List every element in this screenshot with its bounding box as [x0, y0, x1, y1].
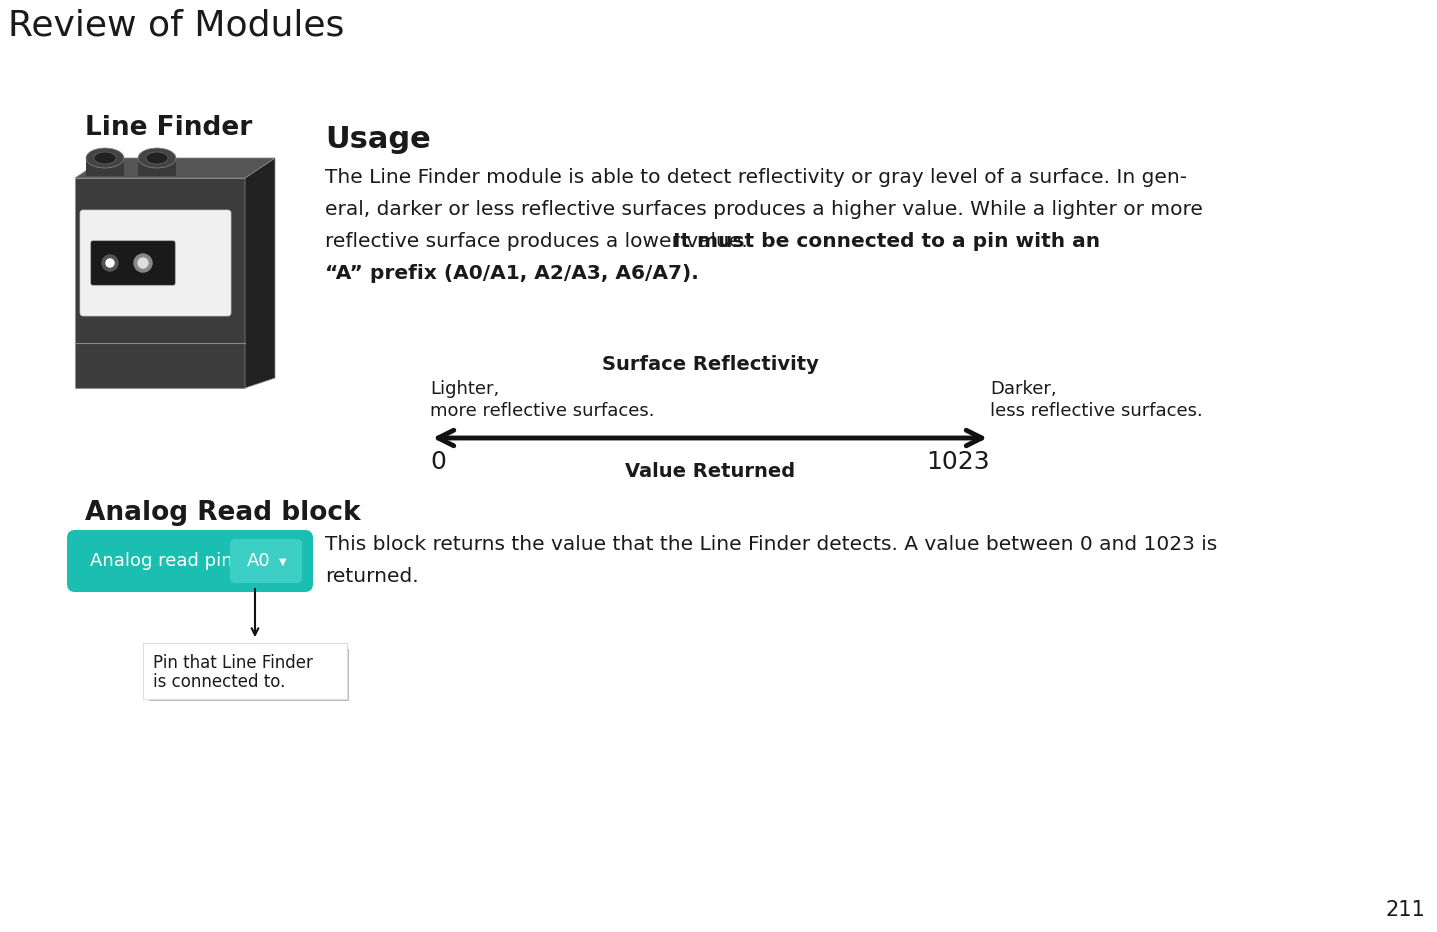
Text: more reflective surfaces.: more reflective surfaces.	[430, 402, 654, 420]
Ellipse shape	[93, 152, 116, 164]
FancyBboxPatch shape	[144, 643, 346, 699]
FancyBboxPatch shape	[138, 158, 175, 176]
Text: less reflective surfaces.: less reflective surfaces.	[990, 402, 1203, 420]
FancyBboxPatch shape	[91, 241, 175, 285]
Text: A0: A0	[247, 552, 270, 570]
Polygon shape	[75, 158, 274, 178]
Text: reflective surface produces a lower value.: reflective surface produces a lower valu…	[325, 232, 754, 251]
Text: Value Returned: Value Returned	[625, 462, 795, 481]
FancyBboxPatch shape	[68, 530, 313, 592]
Text: ▼: ▼	[279, 557, 286, 567]
Text: Surface Reflectivity: Surface Reflectivity	[602, 355, 819, 374]
Text: Analog Read block: Analog Read block	[85, 500, 361, 526]
Text: eral, darker or less reflective surfaces produces a higher value. While a lighte: eral, darker or less reflective surfaces…	[325, 200, 1203, 219]
Ellipse shape	[86, 148, 124, 168]
Circle shape	[134, 254, 152, 272]
Text: Review of Modules: Review of Modules	[9, 8, 345, 42]
Circle shape	[138, 258, 148, 268]
Text: Darker,: Darker,	[990, 380, 1056, 398]
Text: 0: 0	[430, 450, 445, 474]
Text: Analog read pin: Analog read pin	[91, 552, 233, 570]
Text: Pin that Line Finder: Pin that Line Finder	[152, 654, 313, 672]
Text: Usage: Usage	[325, 125, 431, 154]
Text: The Line Finder module is able to detect reflectivity or gray level of a surface: The Line Finder module is able to detect…	[325, 168, 1187, 187]
FancyBboxPatch shape	[80, 210, 231, 316]
FancyBboxPatch shape	[149, 649, 349, 701]
Ellipse shape	[138, 148, 175, 168]
Circle shape	[102, 255, 118, 271]
Text: is connected to.: is connected to.	[152, 673, 286, 691]
FancyBboxPatch shape	[230, 539, 302, 583]
Polygon shape	[244, 158, 274, 388]
Text: 211: 211	[1385, 900, 1426, 920]
FancyBboxPatch shape	[86, 158, 124, 176]
Circle shape	[106, 259, 114, 267]
Ellipse shape	[147, 152, 168, 164]
FancyBboxPatch shape	[75, 178, 244, 388]
Text: This block returns the value that the Line Finder detects. A value between 0 and: This block returns the value that the Li…	[325, 535, 1217, 554]
Text: “A” prefix (A0/A1, A2/A3, A6/A7).: “A” prefix (A0/A1, A2/A3, A6/A7).	[325, 264, 698, 283]
Text: returned.: returned.	[325, 567, 418, 586]
Text: It must be connected to a pin with an: It must be connected to a pin with an	[674, 232, 1101, 251]
Text: Lighter,: Lighter,	[430, 380, 499, 398]
Text: Line Finder: Line Finder	[85, 115, 253, 141]
Text: 1023: 1023	[927, 450, 990, 474]
